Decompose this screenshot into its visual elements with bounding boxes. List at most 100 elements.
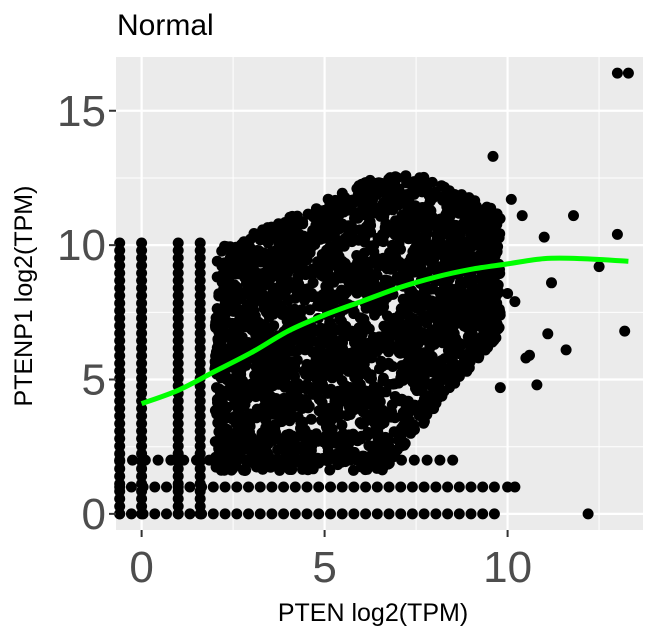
data-point bbox=[360, 208, 372, 220]
data-point bbox=[406, 508, 418, 520]
data-point bbox=[383, 508, 395, 520]
data-point bbox=[343, 220, 354, 232]
data-point bbox=[226, 459, 238, 470]
data-point bbox=[279, 274, 291, 286]
data-point bbox=[219, 310, 231, 321]
data-point bbox=[243, 298, 255, 310]
data-point bbox=[488, 508, 500, 520]
data-point bbox=[254, 508, 266, 520]
data-point bbox=[358, 358, 370, 370]
data-point bbox=[213, 413, 225, 425]
data-point bbox=[191, 454, 202, 466]
data-point bbox=[127, 454, 138, 466]
data-point bbox=[215, 388, 226, 400]
data-point bbox=[371, 508, 383, 520]
data-point bbox=[343, 264, 355, 276]
y-tick-label: 10 bbox=[57, 221, 106, 270]
data-point bbox=[441, 274, 453, 286]
data-point bbox=[324, 464, 336, 476]
data-point bbox=[136, 327, 148, 339]
data-point bbox=[453, 481, 465, 493]
data-point bbox=[327, 299, 339, 311]
data-point bbox=[383, 198, 395, 210]
data-point bbox=[291, 354, 303, 366]
data-point bbox=[455, 340, 466, 352]
data-point bbox=[125, 481, 137, 493]
data-point bbox=[291, 431, 303, 443]
data-point bbox=[269, 402, 281, 413]
data-point bbox=[329, 450, 341, 462]
data-point bbox=[194, 327, 206, 339]
data-point bbox=[365, 219, 377, 231]
data-point bbox=[313, 508, 325, 520]
data-point bbox=[430, 508, 442, 520]
data-point bbox=[409, 225, 421, 237]
data-point bbox=[407, 246, 419, 258]
data-point bbox=[334, 335, 346, 347]
data-point bbox=[582, 508, 594, 520]
data-point bbox=[260, 414, 271, 426]
data-point bbox=[235, 344, 247, 356]
data-point bbox=[114, 357, 126, 369]
data-point bbox=[367, 331, 379, 343]
data-point bbox=[165, 454, 177, 466]
data-point bbox=[300, 246, 312, 258]
data-point bbox=[172, 508, 184, 520]
data-point bbox=[256, 291, 268, 303]
data-point bbox=[284, 415, 296, 427]
data-point bbox=[219, 508, 231, 520]
data-point bbox=[114, 237, 126, 249]
data-point bbox=[418, 481, 430, 493]
data-point bbox=[297, 338, 309, 349]
smooth-trend-line bbox=[140, 255, 629, 407]
data-point bbox=[492, 305, 504, 317]
data-point bbox=[336, 255, 348, 267]
data-point bbox=[114, 470, 126, 482]
data-point bbox=[455, 282, 467, 294]
data-point bbox=[280, 347, 292, 359]
data-point bbox=[216, 245, 228, 257]
data-point bbox=[284, 305, 296, 316]
data-point bbox=[466, 241, 477, 253]
data-point bbox=[418, 508, 430, 520]
data-point bbox=[172, 237, 184, 249]
data-point bbox=[272, 444, 284, 456]
data-point bbox=[114, 297, 126, 309]
data-point bbox=[303, 231, 315, 243]
data-point bbox=[114, 481, 126, 493]
data-point bbox=[246, 324, 258, 336]
data-point bbox=[352, 433, 364, 445]
data-point bbox=[229, 301, 241, 313]
data-point bbox=[316, 214, 328, 226]
data-point bbox=[430, 481, 442, 493]
data-point bbox=[136, 357, 148, 369]
data-point bbox=[502, 288, 514, 299]
data-point bbox=[433, 357, 445, 369]
data-point bbox=[272, 299, 284, 311]
data-point bbox=[196, 508, 208, 520]
data-point bbox=[243, 266, 255, 278]
data-point bbox=[410, 382, 421, 394]
data-point bbox=[484, 285, 496, 297]
data-point bbox=[479, 344, 491, 356]
data-point bbox=[172, 481, 184, 493]
data-point bbox=[413, 238, 425, 249]
data-point bbox=[405, 419, 416, 431]
data-point bbox=[252, 409, 264, 421]
data-point bbox=[301, 481, 313, 493]
data-point bbox=[114, 454, 126, 466]
data-point bbox=[161, 481, 172, 493]
data-point bbox=[225, 268, 237, 279]
data-point bbox=[114, 388, 126, 399]
data-point bbox=[360, 508, 372, 520]
data-point bbox=[454, 360, 466, 372]
data-point bbox=[317, 379, 329, 391]
data-point bbox=[261, 355, 273, 367]
data-point bbox=[246, 249, 258, 261]
data-point bbox=[429, 399, 441, 411]
data-point bbox=[456, 190, 468, 202]
data-point bbox=[289, 481, 301, 493]
data-point bbox=[287, 399, 299, 411]
data-point bbox=[408, 364, 420, 376]
data-point bbox=[593, 261, 605, 273]
